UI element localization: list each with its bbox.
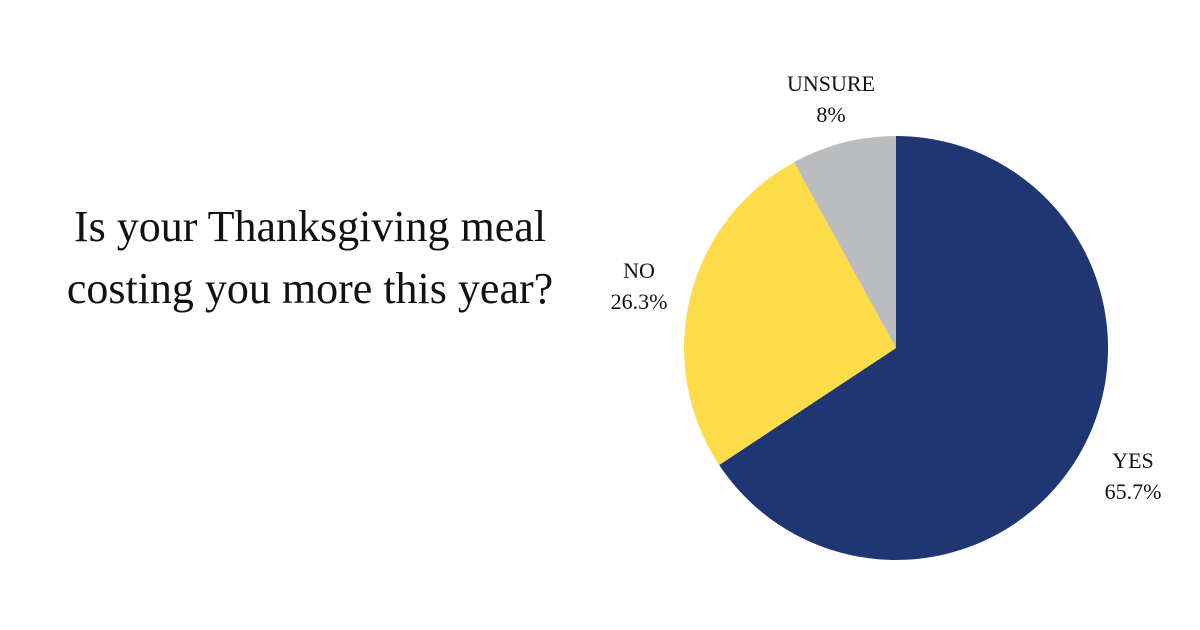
chart-title: Is your Thanksgiving meal costing you mo… bbox=[66, 202, 554, 313]
slice-label-no: NO 26.3% bbox=[611, 258, 668, 314]
slice-label-value: 26.3% bbox=[611, 289, 668, 314]
pie-slice-unsure bbox=[793, 136, 896, 348]
slice-label-value: 8% bbox=[816, 102, 845, 127]
slice-label-name: NO bbox=[623, 258, 655, 283]
slice-label-name: YES bbox=[1112, 448, 1154, 473]
pie-slice-yes bbox=[719, 136, 1109, 560]
pie-slice-no bbox=[684, 162, 896, 465]
slice-label-name: UNSURE bbox=[787, 71, 875, 96]
slice-label-value: 65.7% bbox=[1105, 479, 1162, 504]
slice-label-unsure: UNSURE 8% bbox=[787, 71, 875, 127]
slice-label-yes: YES 65.7% bbox=[1105, 448, 1162, 504]
